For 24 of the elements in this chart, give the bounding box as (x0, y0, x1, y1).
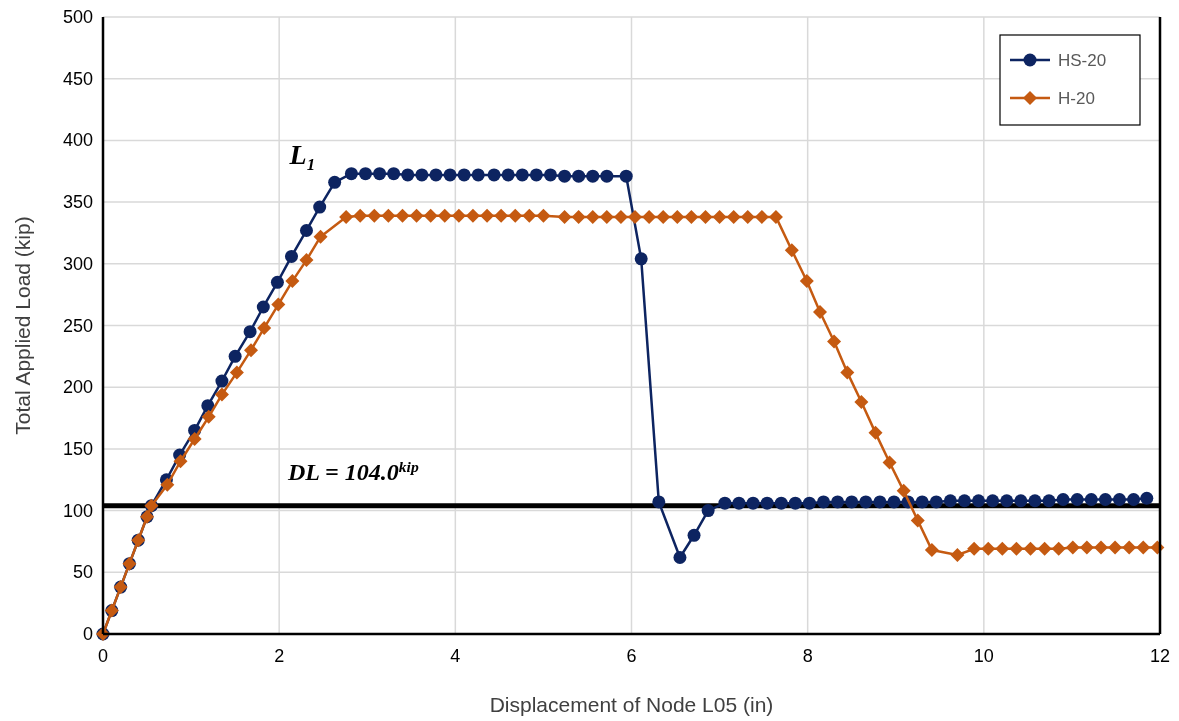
y-tick-label: 450 (62, 68, 93, 89)
y-tick-label: 200 (62, 377, 93, 398)
x-tick-label: 4 (450, 646, 461, 666)
y-tick-label: 250 (62, 315, 93, 336)
y-tick-label: 500 (62, 7, 93, 27)
y-tick-label: 150 (62, 438, 93, 459)
x-tick-label: 10 (973, 646, 994, 666)
y-tick-label: 0 (82, 624, 93, 644)
y-tick-label: 350 (62, 192, 93, 213)
y-tick-label: 300 (62, 253, 93, 274)
x-tick-label: 8 (802, 646, 813, 666)
x-tick-label: 12 (1149, 646, 1171, 666)
x-axis-title: Displacement of Node L05 (in) (489, 693, 774, 716)
legend-label: HS-20 (1058, 51, 1107, 70)
y-tick-label: 100 (62, 500, 93, 521)
annotation: L₁ (288, 138, 317, 170)
y-axis-title: Total Applied Load (kip) (11, 216, 34, 435)
ref-line-label: DL = 104.0$^{kip}$ (287, 457, 419, 485)
y-tick-label: 400 (62, 130, 93, 151)
y-tick-label: 50 (72, 562, 93, 583)
legend-label: H-20 (1058, 89, 1095, 108)
x-tick-label: 0 (97, 646, 109, 666)
x-tick-label: 2 (274, 646, 285, 666)
x-tick-label: 6 (626, 646, 637, 666)
